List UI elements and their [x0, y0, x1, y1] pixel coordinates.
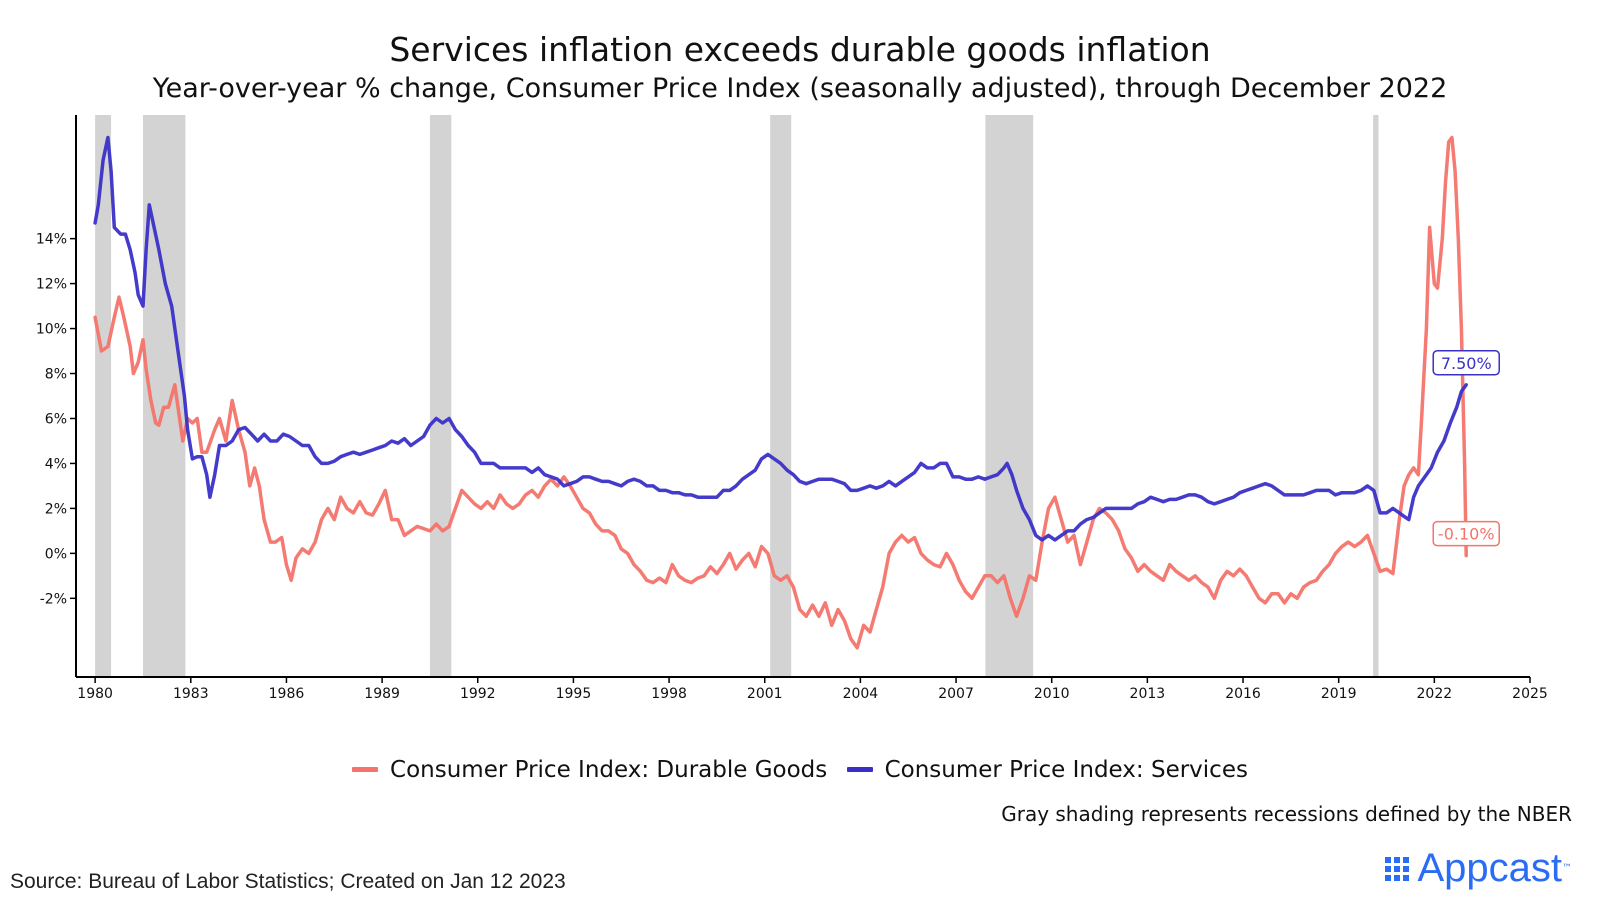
x-tick-label: 2010	[1034, 686, 1070, 702]
y-tick-label: 14%	[36, 232, 67, 248]
x-tick-label: 2019	[1321, 686, 1357, 702]
x-tick-label: 2025	[1512, 686, 1548, 702]
x-tick-label: 1980	[77, 686, 113, 702]
x-tick-label: 2001	[747, 686, 783, 702]
x-tick-label: 2004	[843, 686, 879, 702]
legend-label-durable: Consumer Price Index: Durable Goods	[390, 756, 828, 783]
chart-title: Services inflation exceeds durable goods…	[389, 30, 1211, 69]
durable-end-label-box	[1432, 520, 1500, 547]
logo-text: Appcast	[1417, 846, 1562, 890]
chart-subtitle: Year-over-year % change, Consumer Price …	[152, 73, 1448, 104]
y-tick-label: 2%	[45, 501, 67, 517]
x-tick-label: 1986	[269, 686, 305, 702]
y-tick-label: 10%	[36, 322, 67, 338]
recession-band	[429, 115, 452, 677]
x-tick-label: 2016	[1225, 686, 1261, 702]
legend-label-services: Consumer Price Index: Services	[884, 756, 1248, 783]
x-tick-label: 1983	[173, 686, 209, 702]
source-note: Source: Bureau of Labor Statistics; Crea…	[10, 870, 566, 893]
recession-shading-group	[95, 115, 1379, 677]
legend-item-durable: Consumer Price Index: Durable Goods	[352, 757, 827, 783]
y-tick-label: 6%	[45, 411, 67, 427]
y-tick-label: 12%	[36, 277, 67, 293]
services-line	[93, 135, 1468, 542]
y-tick-label: 4%	[45, 456, 67, 472]
logo-dots-icon	[1385, 856, 1410, 881]
x-tick-label: 2007	[938, 686, 974, 702]
x-tick-label: 2022	[1417, 686, 1453, 702]
legend-swatch-services	[846, 767, 873, 772]
legend-item-services: Consumer Price Index: Services	[846, 756, 1248, 783]
services-end-label-group: 7.50%	[1432, 350, 1500, 376]
appcast-logo: Appcast ™	[1385, 846, 1572, 891]
durable-end-label-group: -0.10%	[1432, 520, 1500, 547]
x-tick-label: 1998	[651, 686, 687, 702]
legend-swatch-durable	[352, 767, 379, 772]
legend: Consumer Price Index: Durable Goods Cons…	[0, 752, 1600, 783]
end-labels-group: -0.10% 7.50%	[1432, 350, 1500, 547]
services-end-label-box	[1432, 350, 1500, 376]
series-lines-group	[93, 135, 1468, 650]
y-tick-label: -2%	[40, 591, 67, 607]
x-tick-label: 1992	[460, 686, 496, 702]
recession-band	[770, 115, 792, 677]
logo-trademark: ™	[1562, 863, 1572, 874]
recession-band	[95, 115, 112, 677]
durable-goods-line	[93, 135, 1468, 650]
services-end-label: 7.50%	[1441, 354, 1492, 373]
y-tick-label: 8%	[45, 367, 67, 383]
axes-group: 1980 1983 1986 1989 1992 1995 1998 2001 2004 2007…	[36, 115, 1548, 702]
recession-band	[1373, 115, 1379, 677]
durable-end-label: -0.10%	[1438, 525, 1495, 544]
recession-band	[985, 115, 1034, 677]
x-tick-label: 2013	[1130, 686, 1166, 702]
recession-note: Gray shading represents recessions defin…	[1001, 802, 1572, 826]
y-tick-label: 0%	[45, 546, 67, 562]
x-tick-label: 1989	[364, 686, 400, 702]
x-tick-label: 1995	[556, 686, 592, 702]
